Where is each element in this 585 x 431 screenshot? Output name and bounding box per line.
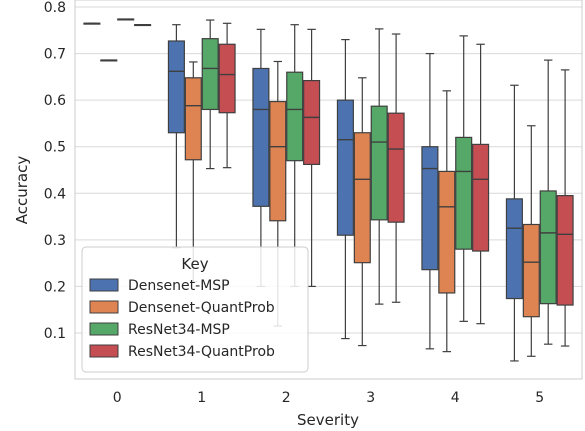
boxes [83, 18, 574, 362]
iqr-box [303, 79, 321, 166]
box-ResNet34-MSP-4 [455, 35, 473, 322]
iqr-box [472, 143, 490, 252]
box-Densenet-MSP-5 [505, 84, 523, 362]
box-ResNet34-MSP-0 [117, 18, 135, 21]
y-tick-label: 0.3 [44, 233, 66, 249]
iqr-box [505, 198, 523, 300]
legend-label: Densenet-MSP [128, 278, 230, 294]
legend-box [81, 246, 309, 373]
y-tick-label: 0.5 [44, 140, 66, 156]
iqr-box [455, 136, 473, 250]
box-ResNet34-MSP-2 [286, 24, 304, 288]
legend: Key Densenet-MSP Densenet-QuantProb ResNet… [81, 246, 309, 373]
iqr-box [387, 112, 405, 223]
y-tick-label: 0.7 [44, 47, 66, 63]
iqr-box [556, 195, 574, 306]
x-tick-label: 5 [535, 390, 544, 406]
y-axis-label: Accuracy [13, 156, 31, 225]
x-tick-label: 1 [197, 390, 206, 406]
iqr-box [184, 77, 202, 161]
box-ResNet34-MSP-3 [370, 28, 388, 305]
x-tick-label: 4 [451, 390, 460, 406]
y-tick-label: 0.4 [44, 186, 66, 202]
legend-label: ResNet34-MSP [128, 322, 230, 338]
legend-swatch [89, 344, 119, 358]
box-Densenet-QuantProb-5 [522, 125, 540, 357]
box-ResNet34-QuantProb-4 [472, 43, 490, 325]
box-ResNet34-QuantProb-2 [303, 28, 321, 288]
box-ResNet34-MSP-1 [201, 19, 219, 170]
box-ResNet34-QuantProb-0 [134, 23, 152, 27]
iqr-box [252, 67, 270, 207]
iqr-box [421, 146, 439, 271]
box-Densenet-MSP-4 [421, 52, 439, 350]
y-tick-label: 0.1 [44, 326, 66, 342]
y-tick-labels: 0.1 0.2 0.3 0.4 0.5 0.6 0.7 0.8 [44, 0, 66, 342]
iqr-box [218, 43, 236, 114]
box-ResNet34-QuantProb-3 [387, 33, 405, 303]
iqr-box [286, 71, 304, 162]
iqr-box [522, 223, 540, 318]
legend-swatch [89, 322, 119, 336]
box-Densenet-MSP-2 [252, 28, 270, 288]
legend-swatch [89, 278, 119, 292]
box-Densenet-QuantProb-0 [100, 59, 118, 62]
legend-title: Key [181, 255, 208, 273]
box-Densenet-QuantProb-3 [353, 77, 371, 347]
iqr-box [201, 38, 219, 111]
x-tick-label: 2 [282, 390, 291, 406]
box-ResNet34-QuantProb-5 [556, 69, 574, 347]
x-axis-label: Severity [297, 411, 359, 429]
box-Densenet-MSP-3 [336, 38, 354, 340]
box-Densenet-QuantProb-1 [184, 61, 202, 283]
box-ResNet34-MSP-5 [539, 59, 557, 345]
iqr-box [353, 132, 371, 264]
plot-border [74, 0, 583, 380]
x-tick-label: 0 [113, 390, 122, 406]
x-tick-labels: 0 1 2 3 4 5 [113, 390, 544, 406]
y-tick-label: 0.2 [44, 279, 66, 295]
legend-label: ResNet34-QuantProb [128, 344, 275, 360]
x-tick-label: 3 [366, 390, 375, 406]
legend-swatch [89, 300, 119, 314]
iqr-box [336, 99, 354, 236]
legend-label: Densenet-QuantProb [128, 300, 275, 316]
iqr-box [370, 105, 388, 221]
box-ResNet34-QuantProb-1 [218, 22, 236, 169]
y-tick-label: 0.6 [44, 93, 66, 109]
y-tick-label: 0.8 [44, 0, 66, 16]
box-Densenet-MSP-1 [167, 24, 185, 249]
iqr-box [539, 190, 557, 305]
box-Densenet-QuantProb-4 [438, 90, 456, 353]
iqr-box [438, 170, 456, 294]
box-Densenet-MSP-0 [83, 22, 101, 25]
iqr-box [167, 40, 185, 134]
iqr-box [269, 100, 287, 222]
